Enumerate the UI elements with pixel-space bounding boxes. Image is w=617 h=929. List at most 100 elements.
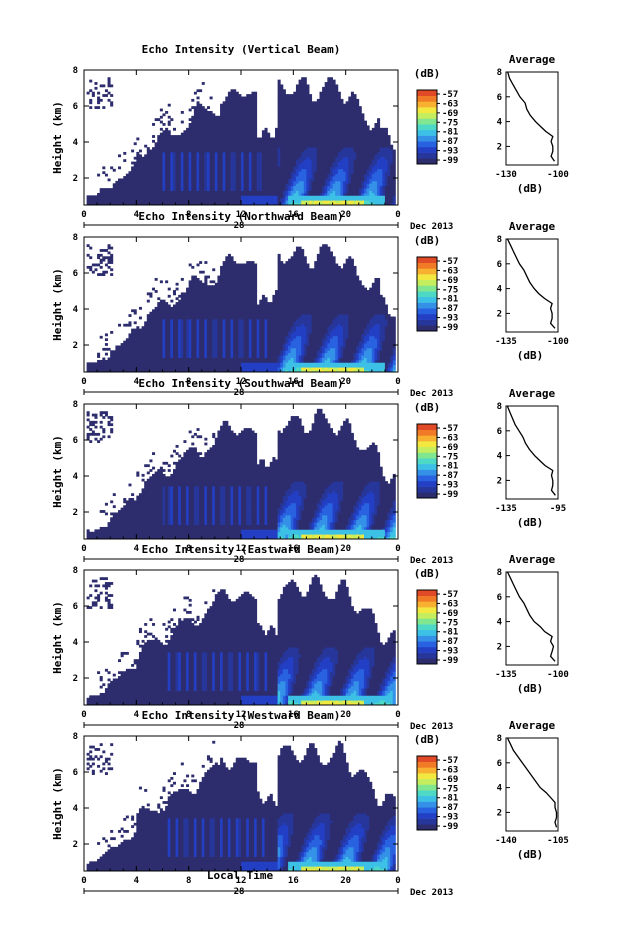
heatmap-cell [390,164,393,167]
heatmap-cell [170,159,173,162]
heatmap-cell [108,365,111,368]
heatmap-cell [173,355,176,358]
heatmap-cell [320,130,323,133]
heatmap-cell [160,169,163,172]
heatmap-cell [128,345,131,348]
heatmap-cell [231,97,234,100]
heatmap-cell [393,157,396,160]
heatmap-cell [165,133,168,136]
heatmap-cell [210,118,213,121]
heatmap-cell [340,171,343,174]
heatmap-cell [377,147,380,150]
heatmap-cell [139,162,142,165]
heatmap-cell [354,150,357,153]
heatmap-cell [249,152,252,155]
heatmap-cell [155,358,158,361]
heatmap-cell [173,178,176,181]
heatmap-cell [168,336,171,339]
heatmap-cell [147,178,150,181]
heatmap-cell [317,195,320,198]
heatmap-cell [314,183,317,186]
heatmap-cell [314,195,317,198]
heatmap-cell [238,97,241,100]
heatmap-cell [147,341,150,344]
heatmap-cell [382,176,385,179]
heatmap-cell [343,181,346,184]
heatmap-cell [348,133,351,136]
heatmap-cell [275,128,278,131]
heatmap-cell [225,164,228,167]
heatmap-cell [225,178,228,181]
heatmap-cell [115,367,118,370]
heatmap-cell [335,138,338,141]
heatmap-cell [183,292,186,295]
heatmap-cell [170,367,173,370]
heatmap-cell [115,358,118,361]
heatmap-cell [238,113,241,116]
heatmap-cell [285,133,288,136]
heatmap-cell [155,324,158,327]
heatmap-cell [118,166,121,169]
heatmap-cell [374,171,377,174]
heatmap-cell [160,174,163,177]
heatmap-cell [361,116,364,119]
colorbar-swatch [417,141,437,147]
heatmap-cell [309,150,312,153]
heatmap-cell [299,178,302,181]
heatmap-cell [181,317,184,320]
heatmap-cell [288,157,291,160]
heatmap-cell [181,297,184,300]
heatmap-cell [197,121,200,124]
heatmap-cell [288,147,291,150]
heatmap-cell [183,329,186,332]
heatmap-cell [144,178,147,181]
heatmap-cell [113,188,116,191]
heatmap-cell [374,157,377,160]
heatmap-cell [259,142,262,145]
heatmap-cell [333,125,336,128]
heatmap-cell [333,89,336,92]
heatmap-cell [254,92,257,95]
heatmap-cell [204,193,207,196]
heatmap-cell [176,138,179,141]
heatmap-cell [299,191,302,194]
heatmap-cell [348,181,351,184]
heatmap-cell [215,121,218,124]
heatmap-cell [147,169,150,172]
heatmap-cell [157,188,160,191]
heatmap-cell [333,106,336,109]
heatmap-cell [385,193,388,196]
heatmap-cell [160,181,163,184]
heatmap-cell [288,140,291,143]
heatmap-cell [390,176,393,179]
heatmap-cell [359,147,362,150]
heatmap-cell [212,123,215,126]
heatmap-cell [170,154,173,157]
heatmap-cell [202,113,205,116]
heatmap-cell [152,314,155,317]
heatmap-cell [299,162,302,165]
heatmap-cell [325,178,328,181]
heatmap-cell [202,121,205,124]
heatmap-cell [165,128,168,131]
heatmap-cell [121,362,124,365]
heatmap-cell [356,162,359,165]
heatmap-cell [210,195,213,198]
heatmap-cell [186,312,189,315]
heatmap-cell [105,249,108,252]
heatmap-cell [189,181,192,184]
heatmap-cell [320,186,323,189]
heatmap-cell [157,329,160,332]
heatmap-cell [388,174,391,177]
heatmap-cell [251,104,254,107]
heatmap-cell [168,145,171,148]
heatmap-cell [183,166,186,169]
heatmap-cell [320,109,323,112]
heatmap-cell [212,188,215,191]
heatmap-cell [265,145,268,148]
heatmap-cell [369,142,372,145]
heatmap-cell [291,121,294,124]
heatmap-cell [186,321,189,324]
heatmap-cell [333,104,336,107]
heatmap-cell [322,99,325,102]
